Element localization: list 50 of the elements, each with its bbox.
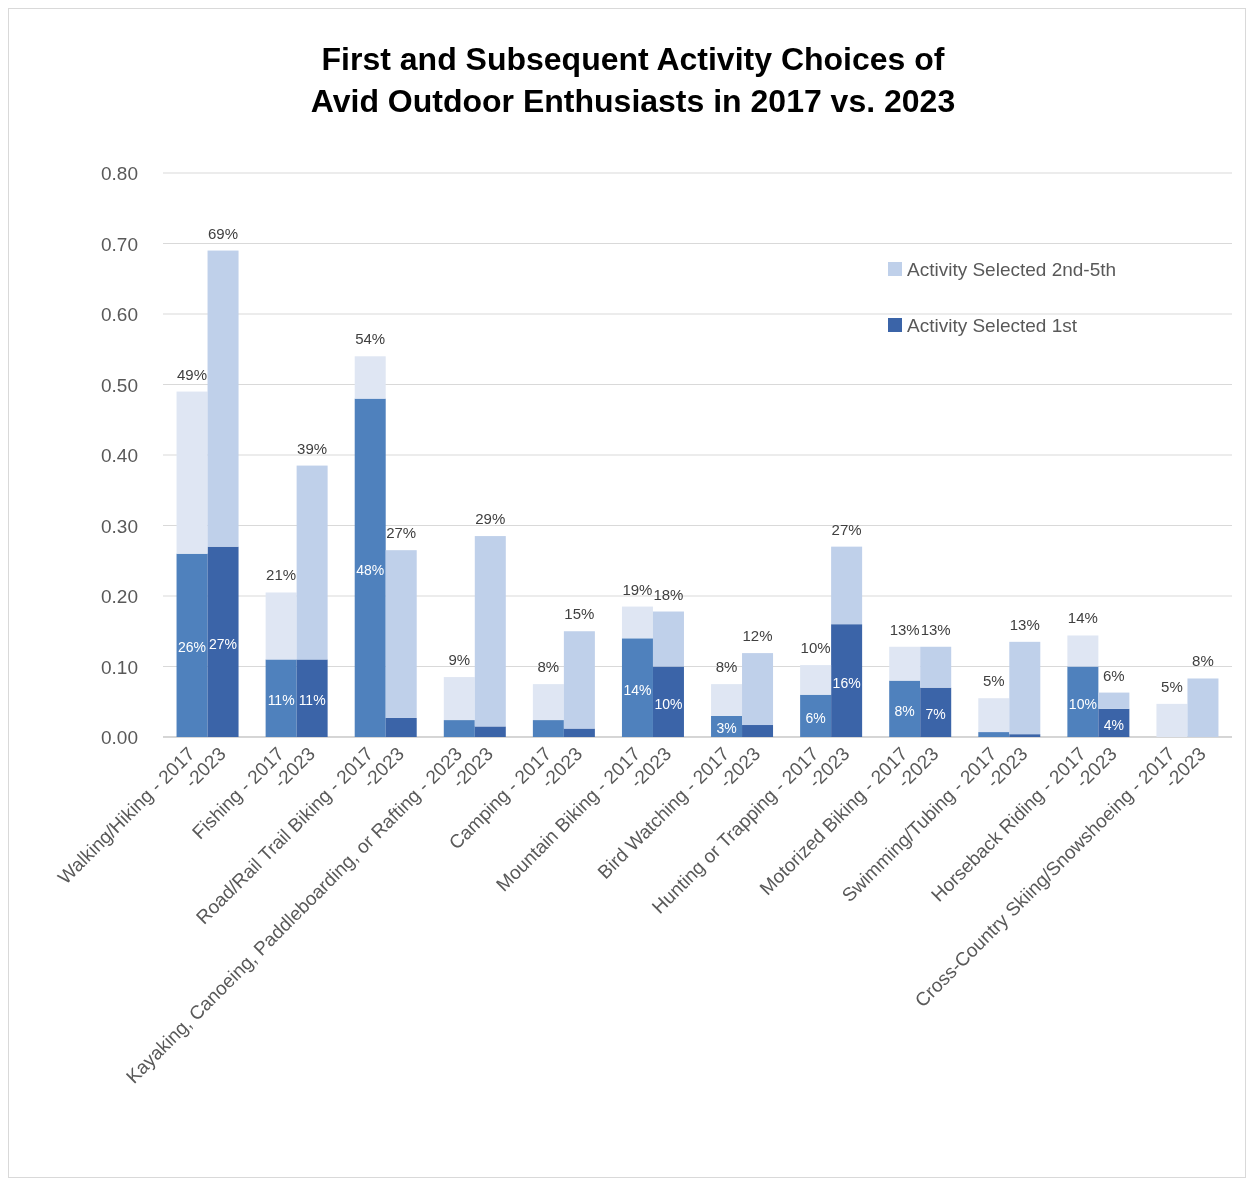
y-tick-label: 0.20 xyxy=(101,586,138,607)
y-tick-label: 0.70 xyxy=(101,233,138,255)
data-label: 27% xyxy=(209,635,238,652)
chart-title: First and Subsequent Activity Choices of Avid Outdoor Enthusiasts in 2017 vs. 2023 xyxy=(310,41,956,119)
data-label: 14% xyxy=(623,681,652,698)
data-label: 7% xyxy=(925,706,946,723)
total-label: 8% xyxy=(1192,652,1214,670)
total-label: 69% xyxy=(208,224,239,242)
data-label: 26% xyxy=(178,639,207,656)
data-label: 10% xyxy=(1068,695,1097,712)
total-label: 13% xyxy=(920,620,951,638)
total-label: 27% xyxy=(831,520,862,538)
y-tick-label: 0.40 xyxy=(101,445,138,466)
data-label: 11% xyxy=(267,692,295,709)
total-label: 29% xyxy=(475,510,506,528)
data-label: 10% xyxy=(654,695,683,712)
total-label: 14% xyxy=(1067,609,1098,627)
total-label: 13% xyxy=(889,620,920,638)
total-label: 18% xyxy=(653,585,684,603)
y-tick-label: 0.60 xyxy=(101,304,138,325)
data-label: 16% xyxy=(832,674,861,691)
y-tick-label: 0.00 xyxy=(101,727,138,748)
total-label: 27% xyxy=(386,524,417,542)
y-tick-label: 0.50 xyxy=(101,374,138,396)
data-label: 4% xyxy=(1103,716,1124,733)
total-label: 15% xyxy=(564,605,595,623)
total-label: 5% xyxy=(1161,677,1183,695)
total-label: 8% xyxy=(537,658,560,676)
total-label: 49% xyxy=(177,365,208,383)
y-tick-label: 0.30 xyxy=(101,515,138,537)
total-label: 6% xyxy=(1103,666,1125,684)
total-label: 12% xyxy=(742,627,773,645)
legend-label: Activity Selected 2nd-5th xyxy=(907,259,1117,280)
total-label: 5% xyxy=(982,672,1005,690)
total-label: 13% xyxy=(1009,615,1040,633)
total-label: 19% xyxy=(622,580,653,598)
total-label: 39% xyxy=(297,439,328,457)
total-label: 21% xyxy=(266,566,297,584)
data-label: 3% xyxy=(716,720,737,737)
total-label: 54% xyxy=(355,330,386,348)
data-label: 11% xyxy=(298,692,326,709)
y-tick-label: 0.10 xyxy=(101,656,138,678)
data-label: 8% xyxy=(894,702,915,719)
total-label: 8% xyxy=(715,658,738,676)
y-tick-label: 0.80 xyxy=(101,163,138,184)
data-label: 48% xyxy=(356,561,385,578)
total-label: 9% xyxy=(448,651,471,669)
data-label: 6% xyxy=(805,709,826,726)
legend-label: Activity Selected 1st xyxy=(907,315,1078,336)
total-label: 10% xyxy=(800,639,831,657)
